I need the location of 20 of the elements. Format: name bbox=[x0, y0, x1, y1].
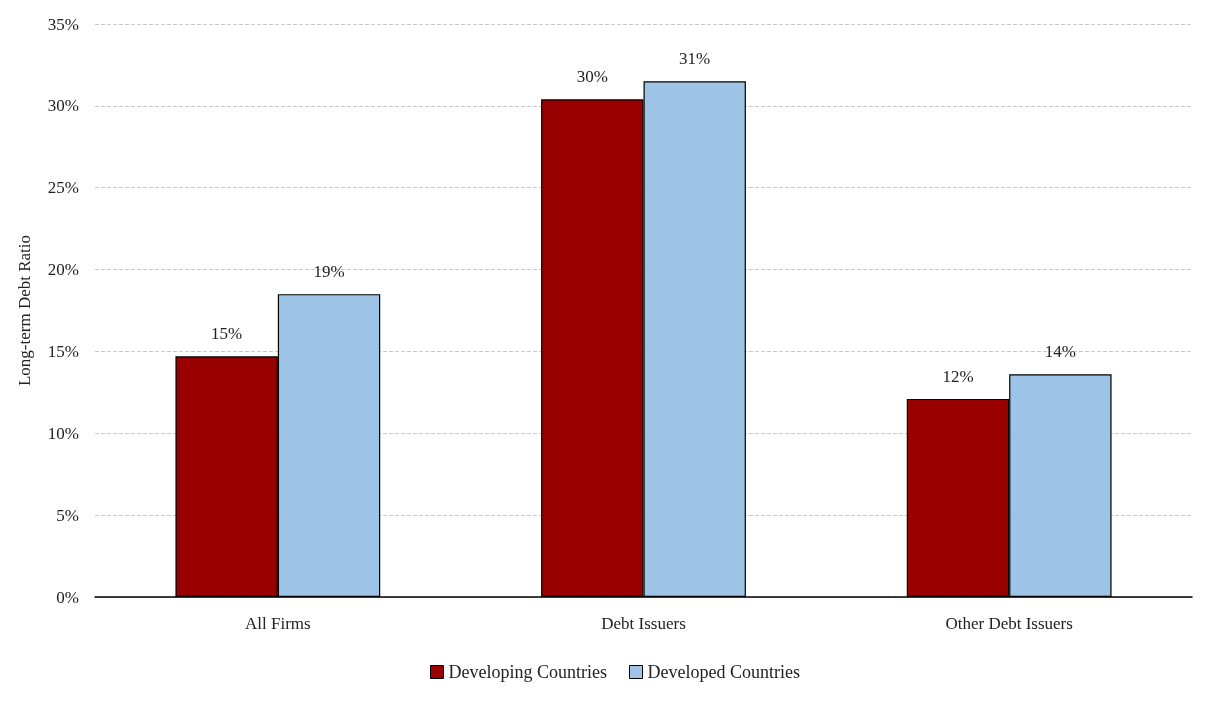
x-tick-label: Debt Issuers bbox=[601, 614, 686, 633]
y-tick-label: 30% bbox=[47, 96, 79, 116]
legend-label: Developed Countries bbox=[647, 662, 800, 682]
y-tick-label: 25% bbox=[47, 178, 79, 198]
y-tick-label: 35% bbox=[47, 14, 79, 34]
y-tick-label: 15% bbox=[47, 341, 79, 361]
data-label: 30% bbox=[576, 67, 608, 87]
y-axis-title: Long-term Debt Ratio bbox=[15, 234, 34, 387]
y-tick-label: 20% bbox=[47, 260, 79, 280]
data-label: 31% bbox=[679, 49, 711, 69]
y-tick-label: 0% bbox=[56, 587, 79, 607]
data-label: 19% bbox=[313, 262, 345, 282]
data-label: 14% bbox=[1044, 342, 1076, 362]
legend-label: Developing Countries bbox=[448, 662, 608, 682]
data-label: 12% bbox=[942, 366, 974, 386]
y-tick-label: 5% bbox=[56, 505, 79, 525]
y-tick-label: 10% bbox=[47, 423, 79, 443]
x-tick-label: Other Debt Issuers bbox=[945, 614, 1073, 633]
x-tick-label: All Firms bbox=[245, 614, 311, 633]
data-label: 15% bbox=[211, 324, 243, 344]
